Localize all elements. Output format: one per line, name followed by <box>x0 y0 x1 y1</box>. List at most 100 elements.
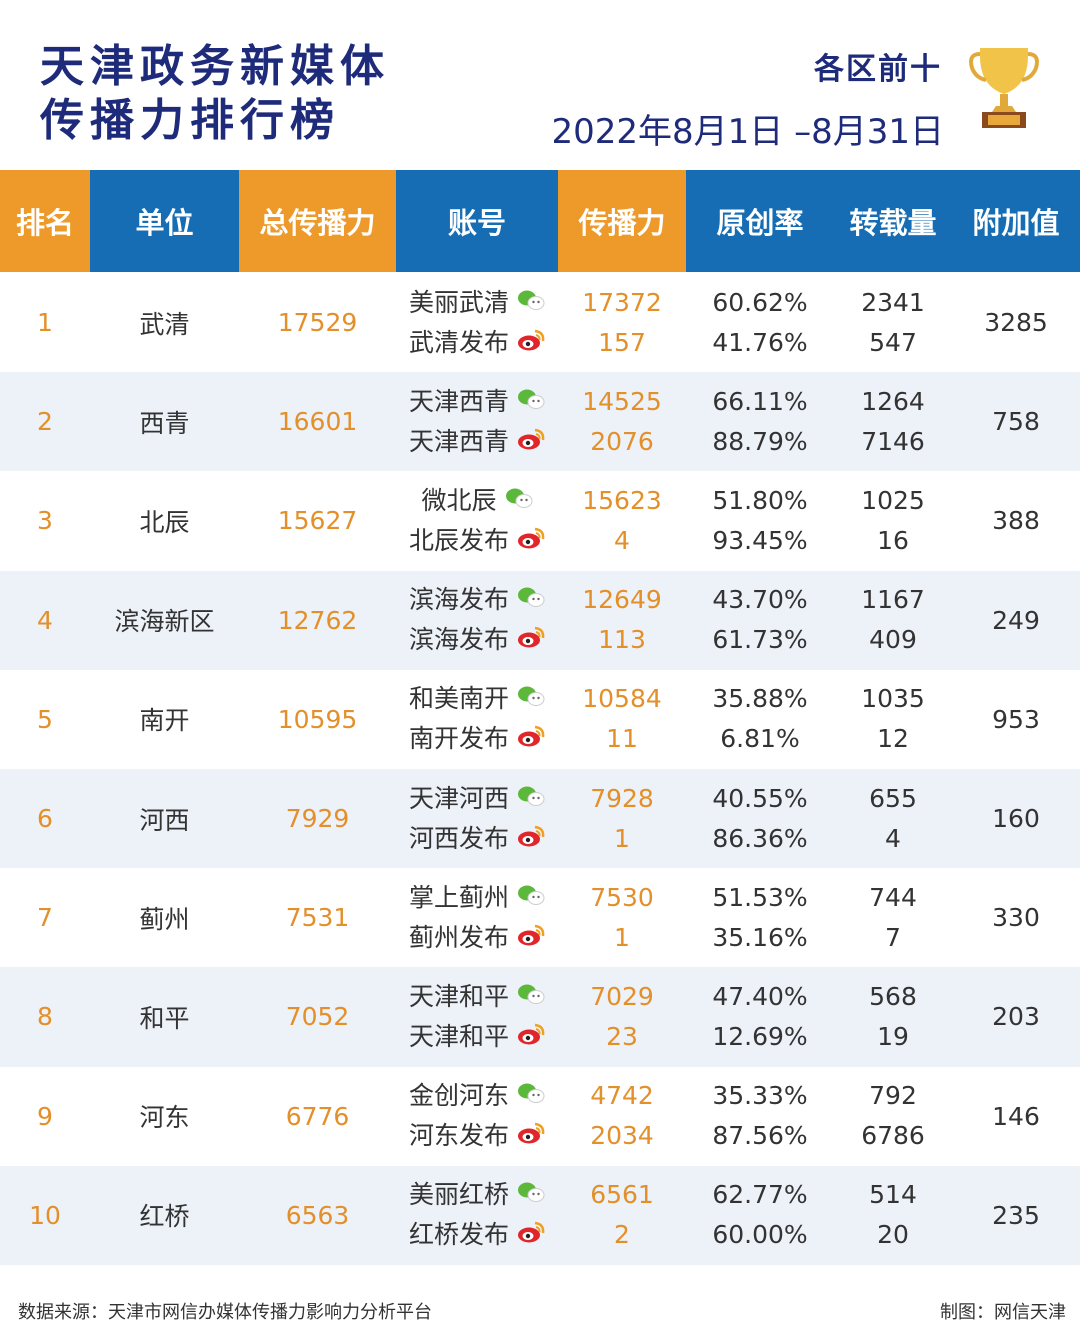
account-power: 15623 <box>582 485 662 515</box>
weibo-icon <box>517 918 545 958</box>
original-rate: 60.00% <box>712 1220 808 1250</box>
account-name: 武清发布 <box>408 327 509 357</box>
repost-count: 6786 <box>861 1121 925 1151</box>
accounts: 和美南开 南开发布 <box>396 670 558 769</box>
account-entry: 微北辰 <box>421 481 532 521</box>
account-name: 掌上蓟州 <box>408 882 509 912</box>
powers: 7530 1 <box>558 868 686 967</box>
unit: 和平 <box>139 1003 190 1033</box>
repost-count: 1025 <box>861 485 925 515</box>
account-name: 天津和平 <box>408 1021 509 1051</box>
extra-value: 249 <box>992 605 1040 635</box>
reposts: 514 20 <box>834 1166 952 1265</box>
account-name: 河西发布 <box>408 823 509 853</box>
account-entry: 武清发布 <box>409 323 545 363</box>
original-rates: 51.80% 93.45% <box>686 471 834 570</box>
table-row: 8 和平 7052 天津和平 天津和平 7029 23 47.40% 12.69% 5… <box>0 967 1080 1067</box>
repost-count: 792 <box>869 1081 917 1111</box>
extra-value: 235 <box>992 1200 1040 1230</box>
subtitle: 各区前十 <box>814 52 942 87</box>
account-entry: 掌上蓟州 <box>409 878 545 918</box>
account-power: 113 <box>598 625 646 655</box>
total-power: 6563 <box>285 1200 350 1230</box>
original-rates: 35.88% 6.81% <box>686 670 834 769</box>
page-title: 天津政务新媒体 传播力排行榜 <box>40 41 390 146</box>
account-entry: 金创河东 <box>409 1076 545 1116</box>
account-name: 天津河西 <box>408 783 509 813</box>
account-power: 7928 <box>590 783 654 813</box>
powers: 14525 2076 <box>558 372 686 471</box>
account-name: 金创河东 <box>408 1081 509 1111</box>
wechat-icon <box>517 580 545 620</box>
account-power: 4 <box>614 525 630 555</box>
account-power: 14525 <box>582 386 662 416</box>
original-rate: 88.79% <box>712 426 808 456</box>
unit: 西青 <box>139 408 190 438</box>
repost-count: 1264 <box>861 386 925 416</box>
accounts: 金创河东 河东发布 <box>396 1067 558 1166</box>
original-rate: 35.16% <box>712 922 808 952</box>
extra-value: 3285 <box>984 308 1048 338</box>
powers: 7029 23 <box>558 967 686 1066</box>
wechat-icon <box>517 878 545 918</box>
original-rate: 35.88% <box>712 684 808 714</box>
rank: 6 <box>37 804 53 834</box>
original-rate: 61.73% <box>712 625 808 655</box>
account-entry: 美丽武清 <box>409 283 545 323</box>
account-entry: 天津和平 <box>409 1017 545 1057</box>
table-row: 10 红桥 6563 美丽红桥 红桥发布 6561 2 62.77% 60.00% 5… <box>0 1165 1080 1265</box>
account-entry: 天津西青 <box>409 382 545 422</box>
account-entry: 蓟州发布 <box>409 918 545 958</box>
col-account: 账号 <box>396 170 558 272</box>
ranking-table: 1 武清 17529 美丽武清 武清发布 17372 157 60.62% 41.76… <box>0 273 1080 1265</box>
total-power: 10595 <box>277 704 358 734</box>
account-power: 2 <box>614 1220 630 1250</box>
repost-count: 7146 <box>861 426 925 456</box>
account-name: 滨海发布 <box>408 625 509 655</box>
repost-count: 16 <box>877 525 909 555</box>
reposts: 1035 12 <box>834 670 952 769</box>
original-rate: 87.56% <box>712 1121 808 1151</box>
wechat-icon <box>517 283 545 323</box>
account-name: 蓟州发布 <box>408 922 509 952</box>
total-power: 7531 <box>285 903 350 933</box>
account-name: 天津西青 <box>408 426 509 456</box>
original-rate: 47.40% <box>712 981 808 1011</box>
extra-value: 330 <box>992 903 1040 933</box>
rank: 8 <box>37 1002 53 1032</box>
account-name: 天津西青 <box>408 386 509 416</box>
account-entry: 美丽红桥 <box>409 1175 545 1215</box>
account-name: 河东发布 <box>408 1121 509 1151</box>
total-power: 6776 <box>285 1101 350 1131</box>
account-name: 微北辰 <box>421 485 497 515</box>
account-entry: 天津西青 <box>409 422 545 462</box>
original-rates: 43.70% 61.73% <box>686 571 834 670</box>
account-entry: 滨海发布 <box>409 620 545 660</box>
repost-count: 1167 <box>861 585 925 615</box>
col-original-rate: 原创率 <box>686 170 834 272</box>
table-header: 排名 单位 总传播力 账号 传播力 原创率 转载量 附加值 <box>0 170 1080 272</box>
account-entry: 北辰发布 <box>409 521 545 561</box>
account-entry: 红桥发布 <box>409 1215 545 1255</box>
unit: 河西 <box>139 805 190 835</box>
account-entry: 天津和平 <box>409 977 545 1017</box>
account-name: 北辰发布 <box>408 525 509 555</box>
repost-count: 568 <box>869 981 917 1011</box>
repost-count: 4 <box>885 823 901 853</box>
account-entry: 南开发布 <box>409 719 545 759</box>
account-power: 23 <box>606 1021 638 1051</box>
original-rates: 62.77% 60.00% <box>686 1166 834 1265</box>
account-power: 1 <box>614 823 630 853</box>
col-rank: 排名 <box>0 170 90 272</box>
accounts: 微北辰 北辰发布 <box>396 471 558 570</box>
account-power: 6561 <box>590 1180 654 1210</box>
account-power: 7029 <box>590 981 654 1011</box>
extra-value: 160 <box>992 804 1040 834</box>
total-power: 15627 <box>277 506 358 536</box>
original-rate: 66.11% <box>712 386 808 416</box>
weibo-icon <box>517 620 545 660</box>
wechat-icon <box>517 779 545 819</box>
col-total: 总传播力 <box>239 170 396 272</box>
col-reposts: 转载量 <box>834 170 952 272</box>
powers: 6561 2 <box>558 1166 686 1265</box>
